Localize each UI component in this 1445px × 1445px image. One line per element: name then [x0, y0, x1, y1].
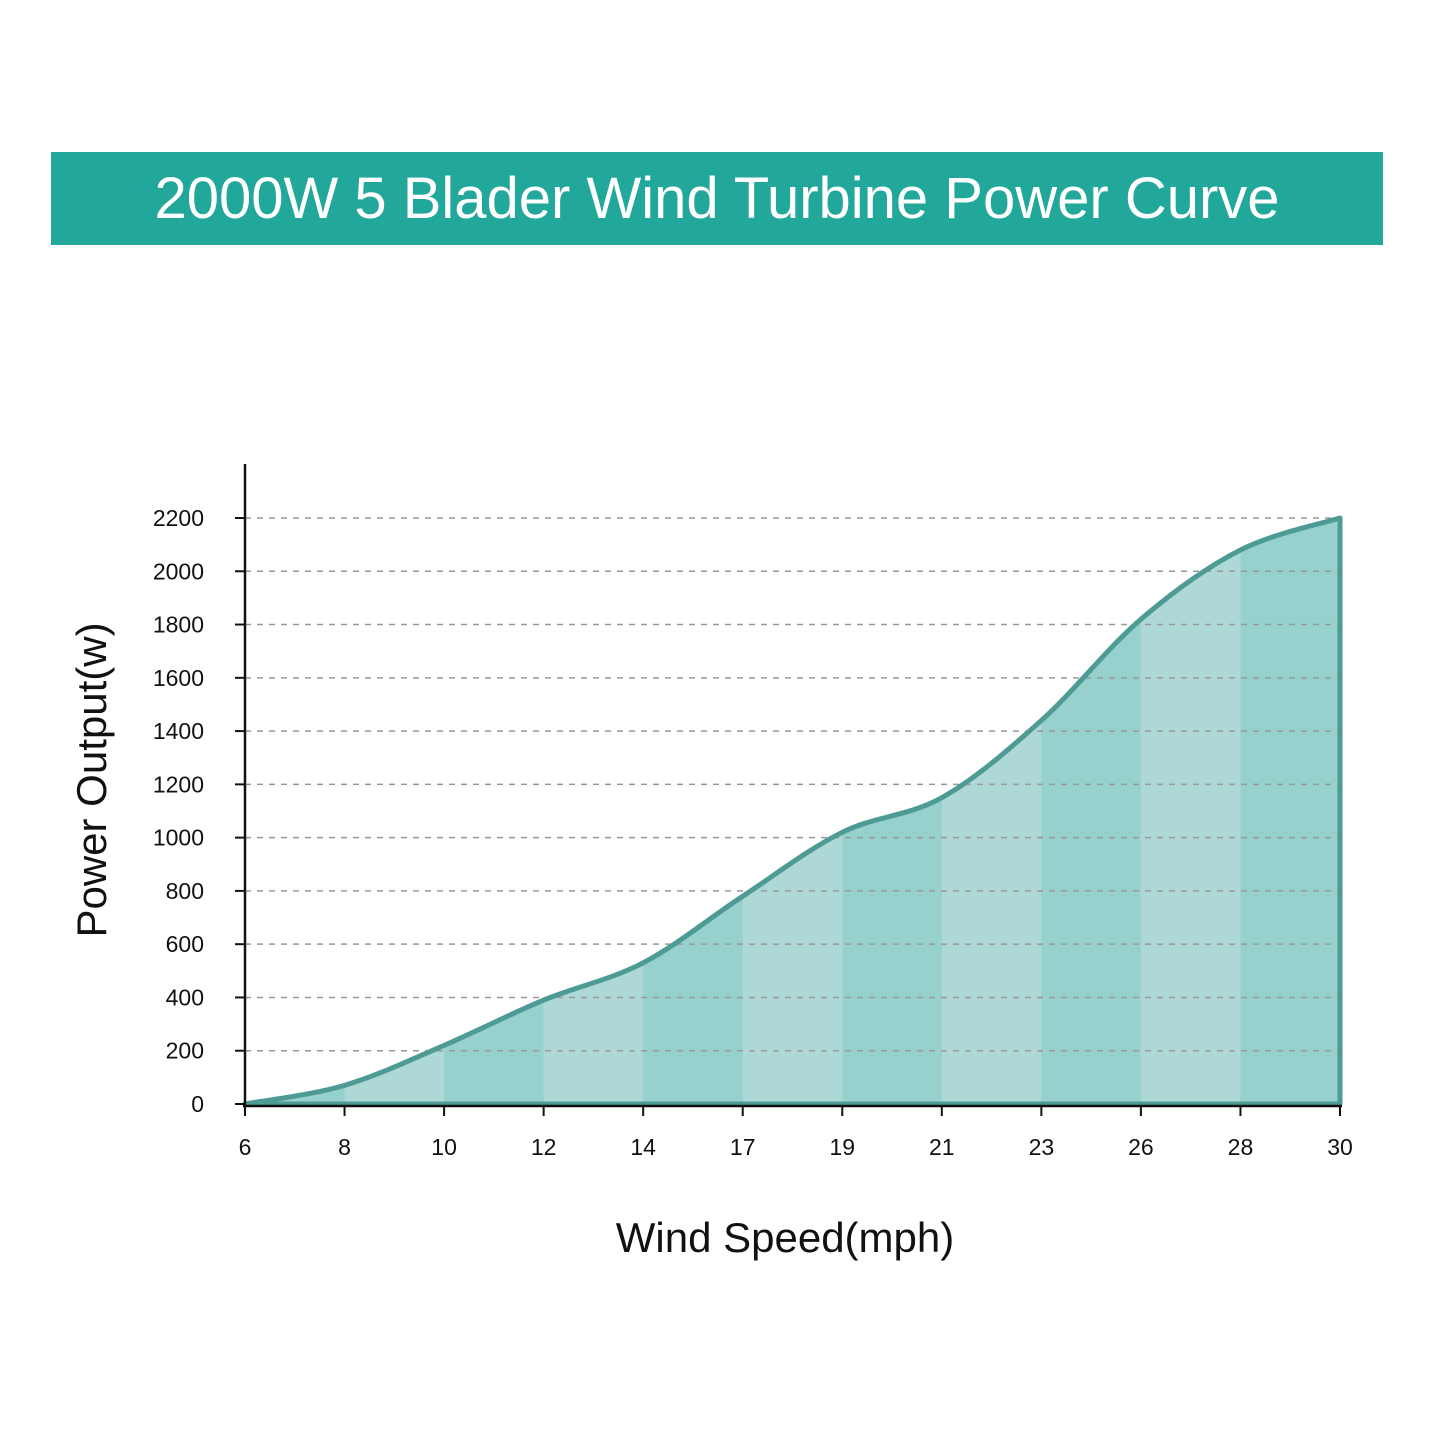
grid-lines — [245, 517, 1340, 1052]
y-tick-label: 1800 — [153, 612, 204, 638]
x-tick-label: 26 — [1128, 1134, 1154, 1160]
y-tick-label: 1600 — [153, 665, 204, 691]
x-axis-title: Wind Speed(mph) — [616, 1214, 954, 1261]
fill-band — [444, 518, 545, 1104]
y-tick-label: 2200 — [153, 505, 204, 531]
fill-band — [1041, 518, 1142, 1104]
fill-band — [941, 518, 1042, 1104]
y-tick-label: 600 — [166, 931, 204, 957]
fill-band — [643, 518, 744, 1104]
y-tick-label: 200 — [166, 1038, 204, 1064]
fill-band — [1140, 518, 1241, 1104]
y-tick-label: 1400 — [153, 718, 204, 744]
fill-band — [1240, 518, 1340, 1104]
y-tick-label: 1000 — [153, 825, 204, 851]
y-tick-label: 1200 — [153, 771, 204, 797]
x-tick-label: 14 — [630, 1134, 656, 1160]
x-tick-label: 17 — [730, 1134, 756, 1160]
x-tick-label: 28 — [1228, 1134, 1254, 1160]
fill-band — [344, 518, 445, 1104]
y-tick-label: 400 — [166, 984, 204, 1010]
fill-band — [543, 518, 644, 1104]
y-axis-ticks: 0 200 400 600 800 1000 1200 1400 1600 1800 2000 220… — [153, 505, 245, 1117]
chart-title: 2000W 5 Blader Wind Turbine Power Curve — [154, 166, 1280, 231]
x-tick-label: 21 — [929, 1134, 955, 1160]
fill-bands — [245, 518, 1340, 1104]
x-tick-label: 30 — [1327, 1134, 1353, 1160]
y-tick-label: 0 — [191, 1091, 204, 1117]
x-tick-label: 8 — [338, 1134, 351, 1160]
x-tick-label: 19 — [829, 1134, 855, 1160]
x-tick-label: 10 — [431, 1134, 457, 1160]
y-tick-label: 800 — [166, 878, 204, 904]
x-axis-ticks: 6 8 10 12 14 17 19 21 23 26 28 30 — [239, 1106, 1353, 1160]
x-tick-label: 6 — [239, 1134, 252, 1160]
fill-band — [245, 518, 346, 1104]
power-curve-line — [242, 515, 1343, 1107]
y-axis-title: Power Output(w) — [68, 622, 115, 937]
title-banner: 2000W 5 Blader Wind Turbine Power Curve — [51, 152, 1383, 245]
x-tick-label: 12 — [531, 1134, 557, 1160]
y-tick-label: 2000 — [153, 558, 204, 584]
x-tick-label: 23 — [1029, 1134, 1055, 1160]
fill-band — [742, 518, 843, 1104]
